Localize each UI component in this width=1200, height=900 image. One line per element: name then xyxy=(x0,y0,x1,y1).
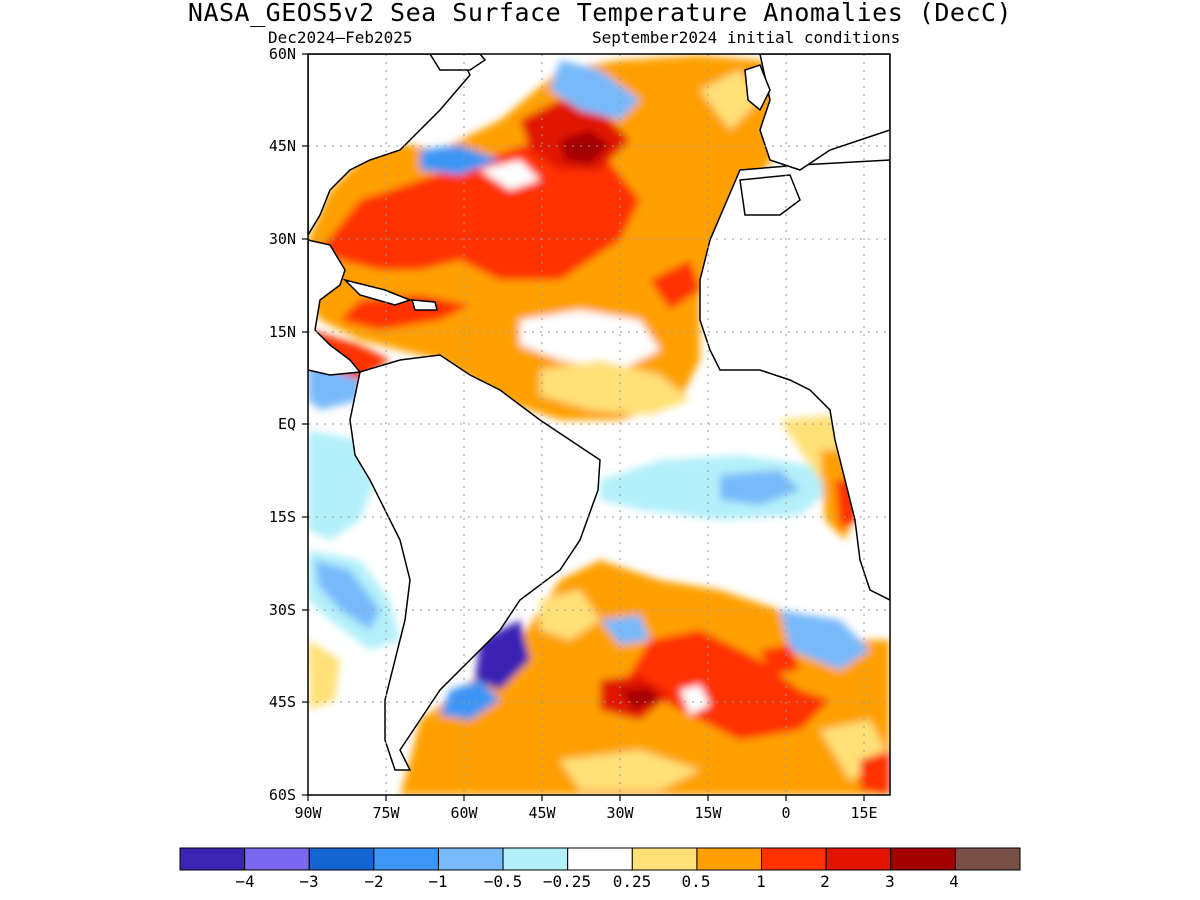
cbar-label: −1 xyxy=(428,872,448,891)
lat-label-45n: 45N xyxy=(268,137,296,155)
cbar-label: −3 xyxy=(299,872,319,891)
map-title: NASA_GEOS5v2 Sea Surface Temperature Ano… xyxy=(187,0,1013,27)
colorbar-swatch xyxy=(696,847,763,871)
lon-label-60w: 60W xyxy=(450,804,478,822)
lon-label-45w: 45W xyxy=(528,804,556,822)
cbar-label: −4 xyxy=(235,872,255,891)
colorbar-swatch xyxy=(437,847,504,871)
lat-label-30s: 30S xyxy=(268,601,296,619)
colorbar-swatch xyxy=(954,847,1021,871)
cbar-label: 1 xyxy=(756,872,766,891)
cbar-label: 2 xyxy=(820,872,830,891)
cbar-label: −0.25 xyxy=(542,872,592,891)
lat-label-45s: 45S xyxy=(268,693,296,711)
lat-label-60s: 60S xyxy=(268,786,296,804)
anomaly-field xyxy=(308,54,890,795)
cbar-label: 0.5 xyxy=(681,872,711,891)
cbar-label: 0.25 xyxy=(612,872,652,891)
colorbar-swatch xyxy=(567,847,633,871)
lon-label-0: 0 xyxy=(781,804,791,822)
cbar-label: −0.5 xyxy=(483,872,523,891)
lat-label-15s: 15S xyxy=(268,508,296,526)
initial-conditions: September2024 initial conditions xyxy=(592,28,901,47)
lat-label-15n: 15N xyxy=(268,323,296,341)
colorbar-swatch xyxy=(373,847,439,871)
cbar-label: 3 xyxy=(885,872,895,891)
lon-label-15w: 15W xyxy=(694,804,722,822)
colorbar xyxy=(179,847,1021,871)
colorbar-swatch xyxy=(308,847,375,871)
lon-label-75w: 75W xyxy=(372,804,400,822)
axis-ticks xyxy=(302,53,865,801)
cbar-label: −2 xyxy=(364,872,384,891)
lat-label-60n: 60N xyxy=(268,45,296,63)
lon-label-30w: 30W xyxy=(606,804,634,822)
colorbar-swatch xyxy=(761,847,827,871)
coastlines xyxy=(308,54,890,771)
lat-label-eq: EQ xyxy=(277,415,296,433)
colorbar-swatch xyxy=(890,847,956,871)
colorbar-swatch xyxy=(179,847,246,871)
colorbar-swatch xyxy=(502,847,569,871)
forecast-season: Dec2024–Feb2025 xyxy=(268,28,413,47)
gridlines xyxy=(308,54,890,795)
colorbar-swatch xyxy=(825,847,892,871)
colorbar-swatch xyxy=(244,847,310,871)
lon-label-90w: 90W xyxy=(294,804,322,822)
lon-label-15e: 15E xyxy=(850,804,878,822)
lat-label-30n: 30N xyxy=(268,230,296,248)
cbar-label: 4 xyxy=(949,872,959,891)
colorbar-swatch xyxy=(631,847,698,871)
